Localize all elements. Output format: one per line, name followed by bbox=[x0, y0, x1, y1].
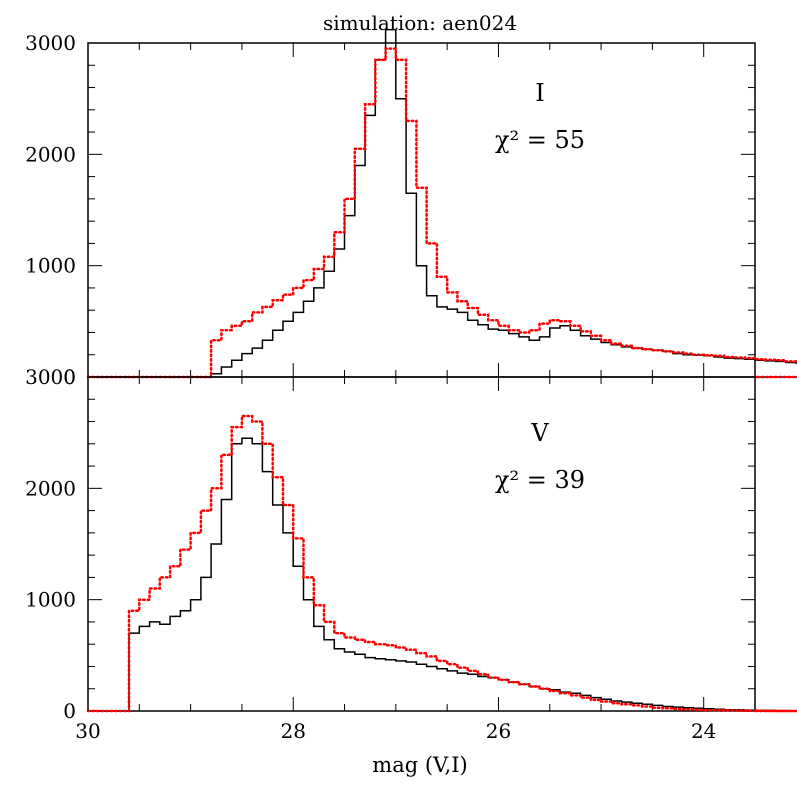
panel-top-series bbox=[86, 28, 797, 379]
panel-bottom-y-ticks: 0 1000 2000 3000 bbox=[25, 365, 755, 723]
y-tick-label: 1000 bbox=[25, 254, 76, 278]
y-tick-label: 0 bbox=[63, 699, 76, 723]
panel-bottom-band-label: V bbox=[530, 419, 549, 447]
panel-top-y-ticks: 0 1000 2000 3000 bbox=[25, 31, 755, 389]
panel-top-x-ticks bbox=[87, 43, 756, 377]
y-tick-label: 1000 bbox=[25, 588, 76, 612]
y-tick-label: 0 bbox=[63, 365, 76, 389]
x-tick-labels: 30 28 26 24 bbox=[75, 719, 716, 743]
x-tick-label: 24 bbox=[691, 719, 716, 743]
y-tick-label: 2000 bbox=[25, 476, 76, 500]
solid-histogram-series bbox=[88, 437, 797, 712]
y-tick-label: 2000 bbox=[25, 142, 76, 166]
dotted-histogram-series bbox=[86, 47, 797, 379]
y-tick-label: 3000 bbox=[25, 31, 76, 55]
panel-top: 0 1000 2000 3000 I χ² = 55 bbox=[25, 28, 797, 389]
panel-bottom-x-ticks bbox=[87, 377, 756, 711]
panel-top-frame bbox=[87, 42, 756, 378]
x-tick-label: 26 bbox=[486, 719, 511, 743]
solid-histogram-series bbox=[88, 28, 797, 378]
panel-top-band-label: I bbox=[535, 79, 544, 107]
panel-top-chi2-label: χ² = 55 bbox=[495, 126, 585, 154]
x-tick-label: 28 bbox=[281, 719, 306, 743]
x-tick-label: 30 bbox=[75, 719, 100, 743]
dotted-histogram-series bbox=[86, 414, 797, 713]
y-tick-label: 3000 bbox=[25, 365, 76, 389]
x-axis-title: mag (V,I) bbox=[372, 753, 467, 777]
panel-bottom-frame bbox=[87, 376, 756, 712]
panel-bottom-series bbox=[86, 414, 797, 713]
panel-bottom-chi2-label: χ² = 39 bbox=[495, 466, 585, 494]
chart-title: simulation: aen024 bbox=[323, 11, 517, 35]
panel-bottom: 0 1000 2000 3000 V χ² = 39 bbox=[25, 365, 797, 723]
